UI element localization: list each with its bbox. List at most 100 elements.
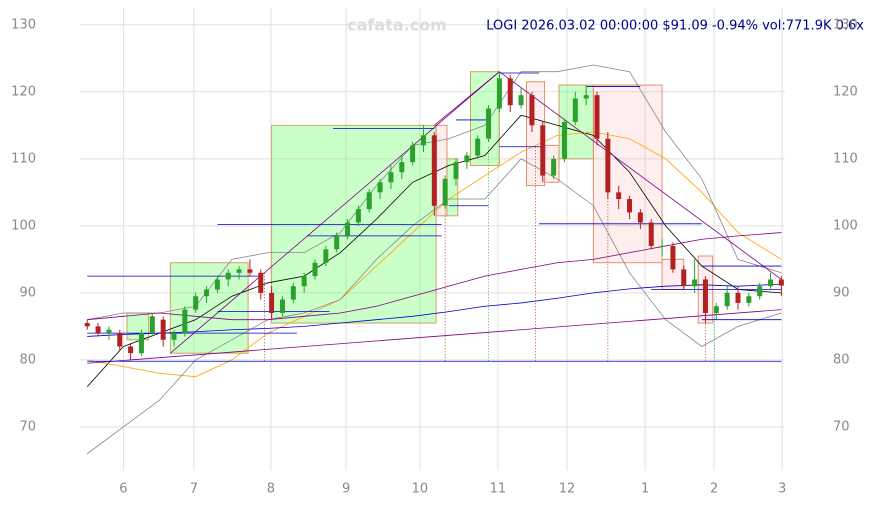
candle-body bbox=[616, 192, 622, 200]
candle-body bbox=[410, 145, 416, 163]
candle-body bbox=[702, 279, 708, 313]
candle-body bbox=[659, 245, 665, 247]
zone-box bbox=[469, 71, 500, 167]
candle-body bbox=[95, 326, 101, 334]
overlay-line bbox=[87, 64, 782, 321]
candle-body bbox=[507, 78, 513, 106]
candle-body bbox=[204, 289, 210, 297]
level-line bbox=[434, 71, 500, 126]
y-tick-label-right: 80 bbox=[833, 352, 850, 367]
overlay-line bbox=[87, 131, 782, 378]
y-tick-label: 100 bbox=[11, 218, 36, 233]
candle-body bbox=[475, 138, 481, 156]
y-tick-label-right: 100 bbox=[833, 218, 858, 233]
y-tick-label: 130 bbox=[11, 17, 36, 32]
overlay-line bbox=[87, 283, 782, 337]
candle-body bbox=[366, 192, 372, 210]
candle-body bbox=[106, 329, 112, 334]
candle-body bbox=[193, 296, 199, 310]
y-tick-label: 120 bbox=[11, 84, 36, 99]
candle-body bbox=[345, 222, 351, 236]
candle-body bbox=[605, 138, 611, 193]
x-tick-label: 12 bbox=[559, 482, 576, 497]
chart-title: LOGI 2026.03.02 00:00:00 $91.09 -0.94% v… bbox=[486, 19, 864, 34]
x-tick-label: 3 bbox=[778, 482, 786, 497]
candle-body bbox=[594, 95, 600, 139]
candle-body bbox=[583, 95, 589, 99]
candle-body bbox=[355, 209, 361, 223]
candle-body bbox=[486, 108, 492, 139]
candle-body bbox=[627, 199, 633, 213]
candle-body bbox=[778, 279, 784, 286]
level-line bbox=[170, 71, 500, 354]
candle-body bbox=[757, 286, 763, 297]
candle-body bbox=[312, 262, 318, 277]
candle-body bbox=[236, 269, 242, 273]
candle-body bbox=[431, 135, 437, 206]
x-tick-label: 2 bbox=[710, 482, 718, 497]
candle-body bbox=[670, 245, 676, 270]
y-tick-label: 90 bbox=[19, 285, 36, 300]
candle-body bbox=[518, 95, 524, 106]
candle-body bbox=[420, 135, 426, 146]
level-line bbox=[499, 71, 782, 280]
candle-body bbox=[746, 296, 752, 303]
candle-body bbox=[128, 346, 134, 354]
candle-body bbox=[160, 319, 166, 340]
candle-body bbox=[334, 235, 340, 250]
candle-body bbox=[496, 78, 502, 109]
candle-body bbox=[149, 316, 155, 334]
x-tick-label: 10 bbox=[412, 482, 429, 497]
y-tick-label-right: 120 bbox=[833, 84, 858, 99]
x-tick-label: 9 bbox=[342, 482, 350, 497]
x-tick-label: 7 bbox=[190, 482, 198, 497]
y-tick-label-right: 130 bbox=[833, 17, 858, 32]
candle-body bbox=[323, 249, 329, 263]
candle-body bbox=[171, 333, 177, 340]
candle-body bbox=[377, 182, 383, 193]
candle-body bbox=[214, 279, 220, 290]
y-tick-label-right: 70 bbox=[833, 419, 850, 434]
candle-body bbox=[453, 162, 459, 179]
candle-body bbox=[290, 286, 296, 300]
level-line bbox=[87, 309, 782, 364]
overlay-line bbox=[87, 232, 782, 321]
candle-body bbox=[117, 333, 123, 347]
candle-body bbox=[637, 212, 643, 223]
candle-body bbox=[269, 292, 275, 313]
candle-body bbox=[724, 292, 730, 307]
y-tick-label-right: 110 bbox=[833, 151, 858, 166]
candle-body bbox=[692, 279, 698, 287]
candle-body bbox=[258, 272, 264, 293]
candle-body bbox=[551, 158, 557, 176]
candle-body bbox=[301, 276, 307, 287]
candle-body bbox=[247, 269, 253, 273]
candle-body bbox=[442, 178, 448, 206]
x-tick-label: 1 bbox=[641, 482, 649, 497]
candle-body bbox=[561, 121, 567, 159]
watermark: cafata.com bbox=[347, 16, 447, 35]
x-tick-label: 11 bbox=[490, 482, 507, 497]
zone-box bbox=[126, 312, 150, 341]
candle-body bbox=[681, 269, 687, 287]
candle-body bbox=[464, 155, 470, 163]
plot bbox=[80, 8, 785, 471]
y-tick-label-right: 90 bbox=[833, 285, 850, 300]
x-tick-label: 8 bbox=[267, 482, 275, 497]
candle-body bbox=[768, 279, 774, 287]
overlay-line bbox=[86, 158, 782, 455]
candle-body bbox=[279, 299, 285, 313]
candle-body bbox=[540, 125, 546, 176]
y-tick-label: 110 bbox=[11, 151, 36, 166]
candle-body bbox=[648, 222, 654, 246]
overlay-line bbox=[86, 114, 782, 387]
candle-body bbox=[529, 95, 535, 126]
candle-body bbox=[225, 272, 231, 280]
candle-body bbox=[399, 162, 405, 173]
candle-body bbox=[84, 323, 90, 327]
x-tick-label: 6 bbox=[119, 482, 127, 497]
y-tick-label: 80 bbox=[19, 352, 36, 367]
candle-body bbox=[182, 309, 188, 334]
